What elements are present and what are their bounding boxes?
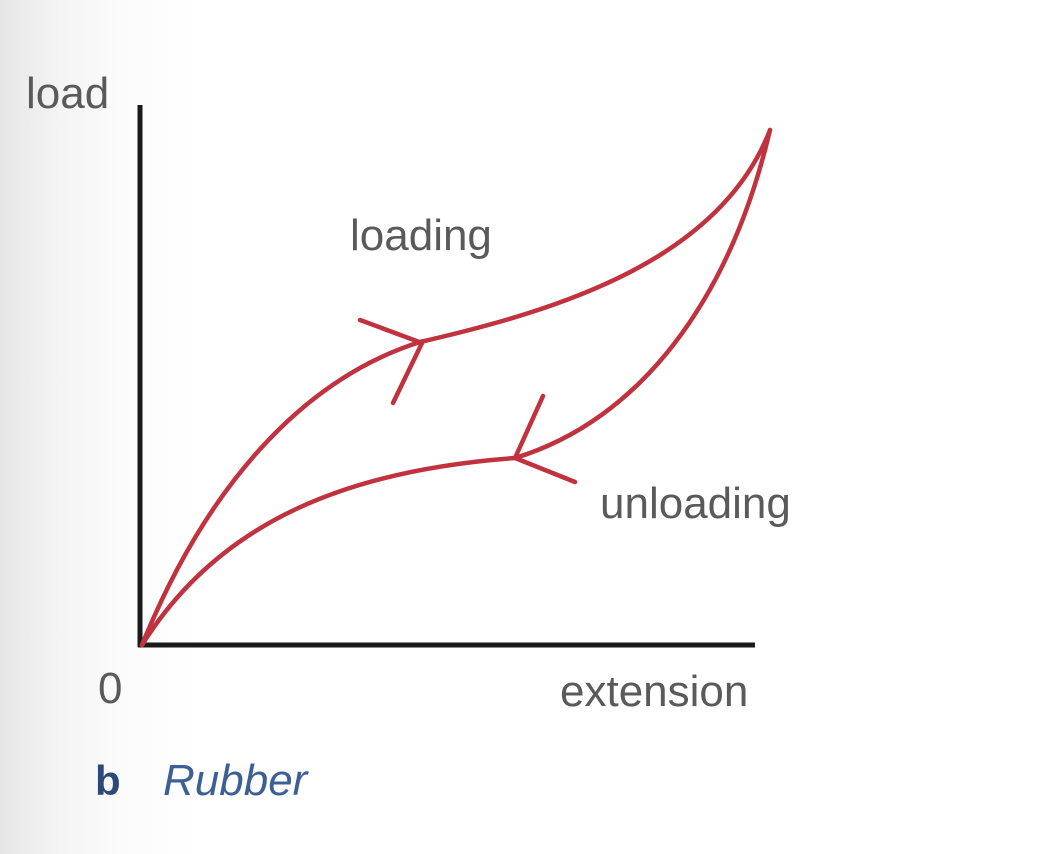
origin-label: 0 [98,664,122,713]
unloading-label: unloading [600,479,791,528]
unloading-curve [139,127,773,648]
y-axis-label: load [26,69,109,118]
unloading-arrow-icon [512,393,578,485]
caption-text: Rubber [163,756,310,805]
loading-label: loading [350,211,492,260]
loading-curve [139,127,773,648]
caption-letter: b [95,757,121,804]
x-axis-label: extension [560,667,748,716]
loading-arrow-icon [357,317,425,406]
